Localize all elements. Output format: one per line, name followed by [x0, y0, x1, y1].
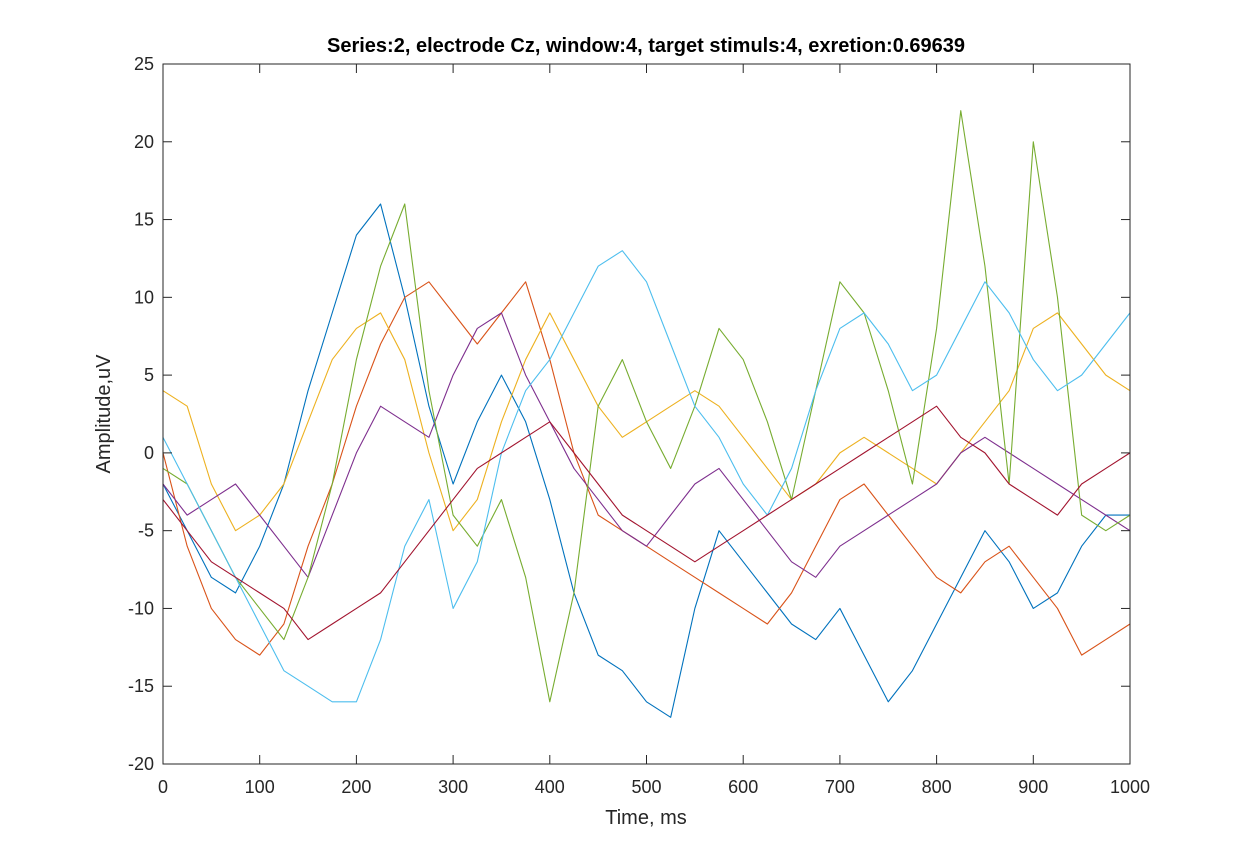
- y-tick-label: -20: [128, 754, 154, 774]
- plot-area: [163, 64, 1130, 764]
- y-tick-label: -15: [128, 676, 154, 696]
- x-tick-label: 500: [631, 777, 661, 797]
- x-tick-label: 800: [922, 777, 952, 797]
- x-axis: 0 100 200 300 400 500 600 700 800 900 1000: [158, 64, 1150, 797]
- x-tick-label: 100: [245, 777, 275, 797]
- y-tick-label: -10: [128, 598, 154, 618]
- series-line-4: [162, 312, 1131, 578]
- series-line-6: [162, 250, 1131, 703]
- chart-title: Series:2, electrode Cz, window:4, target…: [327, 35, 965, 57]
- y-tick-label: -5: [138, 521, 154, 541]
- x-axis-label: Time, ms: [605, 807, 686, 829]
- x-tick-label: 1000: [1110, 777, 1150, 797]
- y-tick-label: 15: [134, 210, 154, 230]
- series-line-1: [162, 203, 1131, 718]
- y-tick-label: 25: [134, 54, 154, 74]
- y-tick-label: 20: [134, 132, 154, 152]
- x-tick-label: 600: [728, 777, 758, 797]
- y-tick-label: 10: [134, 287, 154, 307]
- series-line-5: [162, 110, 1131, 703]
- y-axis: -20 -15 -10 -5 0 5 10 15 20 25: [128, 54, 1130, 774]
- x-tick-label: 700: [825, 777, 855, 797]
- x-tick-label: 400: [535, 777, 565, 797]
- x-tick-label: 900: [1018, 777, 1048, 797]
- x-tick-label: 200: [341, 777, 371, 797]
- x-tick-label: 0: [158, 777, 168, 797]
- y-tick-label: 5: [144, 365, 154, 385]
- y-tick-label: 0: [144, 443, 154, 463]
- series-line-7: [162, 405, 1131, 641]
- series-layer: [162, 110, 1131, 718]
- y-axis-label: Amplitude,uV: [93, 354, 115, 474]
- x-tick-label: 300: [438, 777, 468, 797]
